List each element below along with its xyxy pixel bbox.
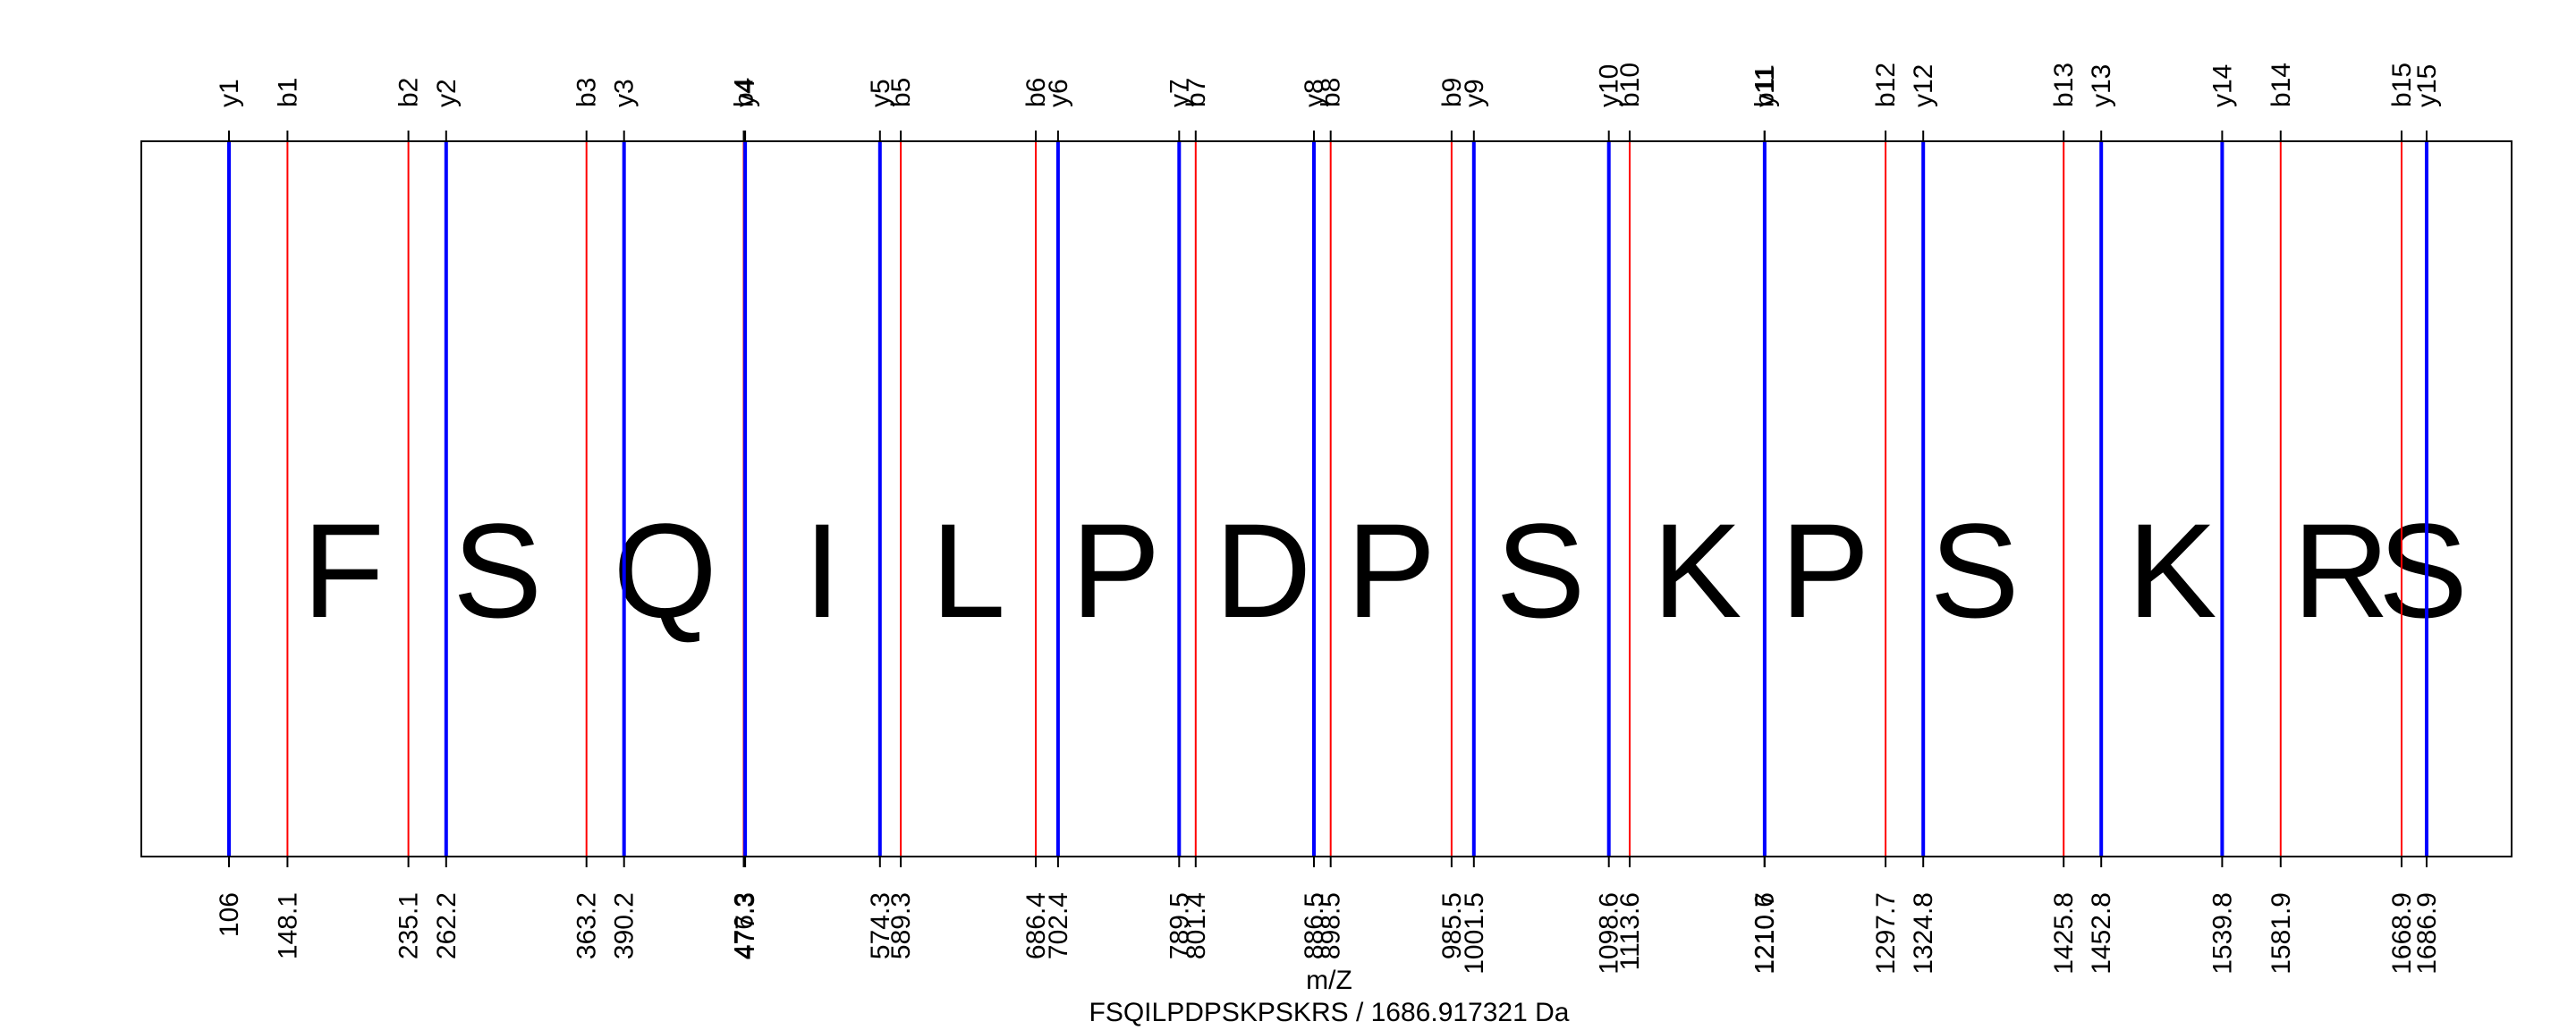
ion-label-y13: y13 (2087, 64, 2116, 107)
mz-tick-b6: 686.4 (1021, 892, 1051, 959)
mz-tick-b2: 235.1 (394, 892, 424, 959)
ion-label-b2: b2 (394, 78, 424, 107)
mz-tick-y6: 702.4 (1044, 892, 1073, 959)
mz-tick-y9: 1001.5 (1460, 892, 1489, 975)
ion-label-b6: b6 (1021, 78, 1051, 107)
mz-tick-y4: 477.3 (731, 892, 760, 959)
mz-tick-b10: 1113.6 (1615, 892, 1645, 970)
mz-tick-b12: 1297.7 (1871, 892, 1901, 975)
mz-tick-b8: 898.5 (1317, 892, 1346, 959)
ion-label-y3: y3 (610, 79, 640, 107)
residue-letter-5: L (931, 495, 1005, 646)
ion-label-y14: y14 (2207, 64, 2237, 107)
mz-tick-b3: 363.2 (572, 892, 602, 959)
residue-letter-11: P (1780, 495, 1869, 646)
mz-tick-y3: 390.2 (610, 892, 640, 959)
mz-tick-b1: 148.1 (273, 892, 302, 959)
residue-letter-9: S (1496, 495, 1585, 646)
residue-letter-2: S (453, 495, 542, 646)
mz-tick-y13: 1452.8 (2087, 892, 2116, 975)
ion-label-y5: y5 (866, 79, 895, 107)
mz-tick-b4: 476.3 (730, 892, 759, 959)
ion-label-y8: y8 (1300, 79, 1329, 107)
mz-tick-b9: 985.5 (1437, 892, 1467, 959)
chart-subtitle: FSQILPDPSKPSKRS / 1686.917321 Da (1089, 998, 1570, 1027)
ion-label-b13: b13 (2049, 63, 2079, 107)
ion-label-y15: y15 (2412, 64, 2442, 107)
mz-tick-y15: 1686.9 (2412, 892, 2442, 975)
mz-tick-y11: 1210.7 (1750, 892, 1780, 975)
mz-tick-b11: 1210.6 (1750, 892, 1780, 975)
mz-tick-b7: 801.4 (1182, 892, 1211, 959)
ion-label-y4: y4 (731, 79, 760, 107)
ion-label-b7: b7 (1182, 78, 1211, 107)
ion-label-b9: b9 (1437, 78, 1467, 107)
residue-letter-12: S (1930, 495, 2020, 646)
ion-label-b14: b14 (2267, 63, 2296, 107)
residue-letter-1: F (302, 495, 385, 646)
mz-tick-b13: 1425.8 (2049, 892, 2079, 975)
ion-label-b15: b15 (2387, 63, 2417, 107)
ion-label-y2: y2 (432, 79, 462, 107)
mz-tick-y5: 574.3 (866, 892, 895, 959)
ion-label-b1: b1 (273, 78, 302, 107)
mz-tick-y7: 789.5 (1165, 892, 1194, 959)
ion-label-y11: y11 (1750, 66, 1780, 107)
plot-frame (140, 140, 2512, 857)
mz-tick-y2: 262.2 (432, 892, 462, 959)
ion-label-y6: y6 (1044, 79, 1073, 107)
mz-tick-b14: 1581.9 (2267, 892, 2296, 975)
residue-letter-4: I (803, 495, 841, 646)
residue-letters: F S Q I L P D P S K P S K RS (302, 495, 2468, 646)
ion-label-y1: y1 (215, 79, 244, 107)
ion-labels: b1 b2 b3 b4 b5 b6 b7 b8 b9 b10 b11 b12 b13 b14 b15 y1 y2… (215, 63, 2442, 141)
residue-letter-10: K (1652, 495, 1741, 646)
ion-label-b11: b11 (1750, 64, 1780, 107)
mz-tick-y8: 886.5 (1300, 892, 1329, 959)
mz-tick-b5: 589.3 (886, 892, 916, 959)
residue-letter-13: K (2127, 495, 2216, 646)
ion-label-y7: y7 (1165, 79, 1194, 107)
mz-tick-y12: 1324.8 (1909, 892, 1938, 975)
ion-label-y9: y9 (1460, 79, 1489, 107)
mz-tick-y14: 1539.8 (2207, 892, 2237, 975)
ion-label-b8: b8 (1317, 78, 1346, 107)
residue-letter-7: D (1215, 495, 1311, 646)
ion-label-b12: b12 (1871, 63, 1901, 107)
ion-lines (227, 141, 2428, 857)
residue-letter-3: Q (613, 495, 717, 646)
mz-tick-y10: 1098.6 (1595, 892, 1624, 975)
residue-letter-6: P (1071, 495, 1160, 646)
residue-letter-15: S (2378, 495, 2468, 646)
residue-letter-8: P (1346, 495, 1436, 646)
mz-tick-labels: 148.1 235.1 363.2 476.3 589.3 686.4 801.4 898.5… (215, 857, 2442, 975)
mz-tick-y1: 106 (215, 892, 244, 937)
ion-label-b3: b3 (572, 78, 602, 107)
ion-label-y10: y10 (1595, 64, 1624, 107)
ion-label-b10: b10 (1615, 63, 1645, 107)
ion-label-y12: y12 (1909, 64, 1938, 107)
mz-tick-b15: 1668.9 (2387, 892, 2417, 975)
x-axis-label: m/Z (1306, 966, 1352, 995)
residue-letter-14: R (2292, 495, 2389, 646)
ion-label-b4: b4 (730, 78, 759, 107)
ion-label-b5: b5 (886, 78, 916, 107)
